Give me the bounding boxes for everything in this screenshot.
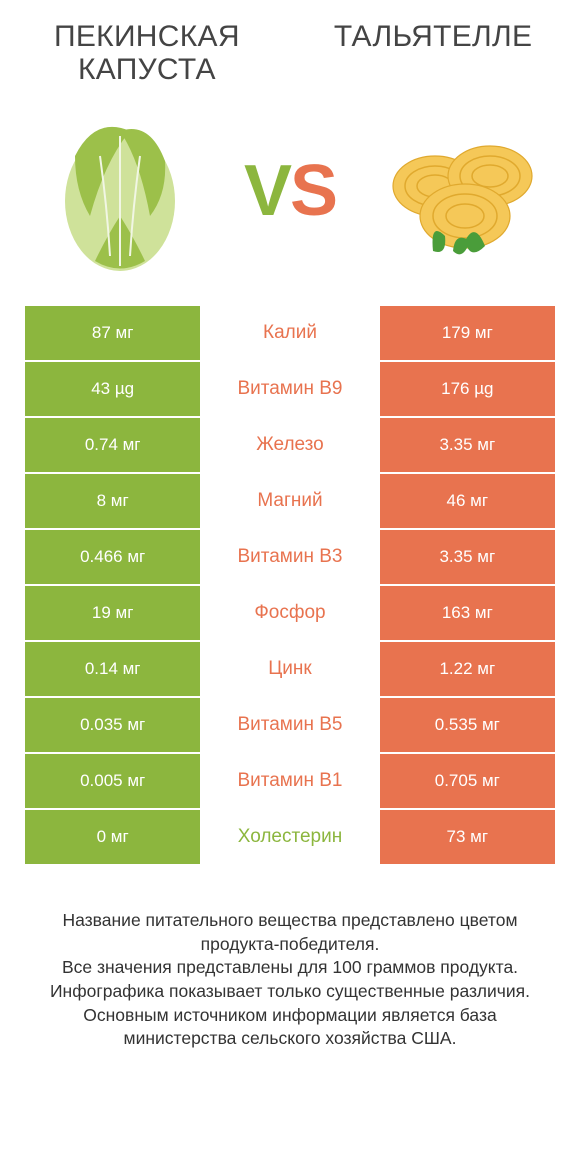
vs-v: V — [244, 151, 290, 231]
infographic-container: ПЕКИНСКАЯ КАПУСТА ТАЛЬЯТЕЛЛЕ VS — [0, 0, 580, 1051]
table-row: 19 мгФосфор163 мг — [25, 586, 555, 640]
footer-line-3: Инфографика показывает только существенн… — [40, 980, 540, 1004]
cell-nutrient-label: Фосфор — [202, 586, 377, 640]
comparison-table: 87 мгКалий179 мг43 µgВитамин B9176 µg0.7… — [25, 306, 555, 864]
images-row: VS — [25, 106, 555, 276]
table-row: 0.005 мгВитамин B10.705 мг — [25, 754, 555, 808]
cell-left-value: 8 мг — [25, 474, 200, 528]
cell-right-value: 3.35 мг — [380, 418, 555, 472]
table-row: 0.74 мгЖелезо3.35 мг — [25, 418, 555, 472]
footer-notes: Название питательного вещества представл… — [25, 909, 555, 1051]
cell-left-value: 0 мг — [25, 810, 200, 864]
cabbage-icon — [35, 106, 205, 276]
cell-right-value: 163 мг — [380, 586, 555, 640]
cell-nutrient-label: Витамин B5 — [202, 698, 377, 752]
titles-row: ПЕКИНСКАЯ КАПУСТА ТАЛЬЯТЕЛЛЕ — [25, 20, 555, 86]
cell-nutrient-label: Железо — [202, 418, 377, 472]
cell-right-value: 3.35 мг — [380, 530, 555, 584]
cell-left-value: 43 µg — [25, 362, 200, 416]
cell-nutrient-label: Витамин B3 — [202, 530, 377, 584]
cell-left-value: 0.005 мг — [25, 754, 200, 808]
cell-nutrient-label: Магний — [202, 474, 377, 528]
cell-nutrient-label: Витамин B1 — [202, 754, 377, 808]
cell-nutrient-label: Калий — [202, 306, 377, 360]
title-left: ПЕКИНСКАЯ КАПУСТА — [25, 20, 269, 86]
cell-left-value: 19 мг — [25, 586, 200, 640]
cell-right-value: 0.705 мг — [380, 754, 555, 808]
footer-line-4: Основным источником информации является … — [40, 1004, 540, 1051]
table-row: 87 мгКалий179 мг — [25, 306, 555, 360]
cell-right-value: 179 мг — [380, 306, 555, 360]
cell-left-value: 0.74 мг — [25, 418, 200, 472]
cell-nutrient-label: Холестерин — [202, 810, 377, 864]
cell-right-value: 46 мг — [380, 474, 555, 528]
cell-nutrient-label: Цинк — [202, 642, 377, 696]
title-right: ТАЛЬЯТЕЛЛЕ — [311, 20, 555, 53]
table-row: 43 µgВитамин B9176 µg — [25, 362, 555, 416]
vs-label: VS — [244, 150, 336, 232]
footer-line-2: Все значения представлены для 100 граммо… — [40, 956, 540, 980]
cell-nutrient-label: Витамин B9 — [202, 362, 377, 416]
table-row: 0.035 мгВитамин B50.535 мг — [25, 698, 555, 752]
cell-left-value: 0.14 мг — [25, 642, 200, 696]
cell-right-value: 73 мг — [380, 810, 555, 864]
pasta-icon — [375, 106, 545, 276]
footer-line-1: Название питательного вещества представл… — [40, 909, 540, 956]
cell-left-value: 87 мг — [25, 306, 200, 360]
cell-left-value: 0.035 мг — [25, 698, 200, 752]
table-row: 0 мгХолестерин73 мг — [25, 810, 555, 864]
cell-right-value: 0.535 мг — [380, 698, 555, 752]
cell-right-value: 176 µg — [380, 362, 555, 416]
vs-s: S — [290, 151, 336, 231]
table-row: 0.14 мгЦинк1.22 мг — [25, 642, 555, 696]
table-row: 0.466 мгВитамин B33.35 мг — [25, 530, 555, 584]
table-row: 8 мгМагний46 мг — [25, 474, 555, 528]
cell-left-value: 0.466 мг — [25, 530, 200, 584]
cell-right-value: 1.22 мг — [380, 642, 555, 696]
